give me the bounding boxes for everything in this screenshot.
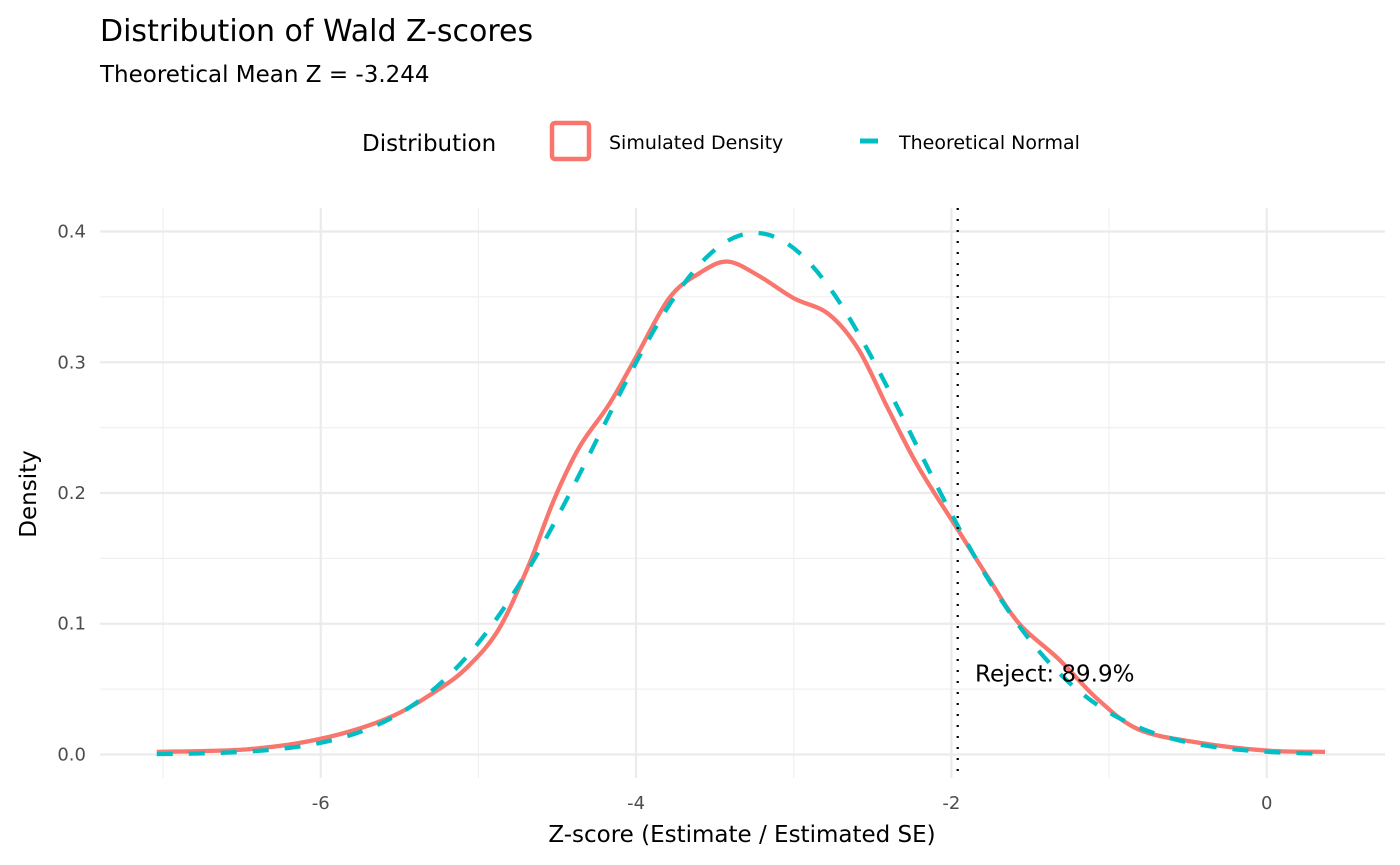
chart-title: Distribution of Wald Z-scores: [100, 14, 533, 49]
panel-grid: [100, 208, 1385, 778]
x-tick-label: 0: [1261, 793, 1272, 814]
y-axis-title: Density: [16, 450, 42, 537]
y-tick-label: 0.2: [57, 483, 86, 504]
chart-subtitle: Theoretical Mean Z = -3.244: [99, 62, 430, 88]
reject-annotation: Reject: 89.9%: [975, 661, 1134, 687]
series-simulated-density: [156, 259, 1326, 755]
legend-label-simulated: Simulated Density: [609, 132, 783, 154]
x-axis: -6 -4 -2 0: [312, 793, 1273, 814]
y-tick-label: 0.3: [57, 352, 86, 373]
chart-marks: [156, 208, 1326, 778]
x-axis-title: Z-score (Estimate / Estimated SE): [548, 822, 935, 848]
x-tick-label: -4: [627, 793, 645, 814]
legend-label-theoretical: Theoretical Normal: [898, 132, 1080, 154]
y-tick-label: 0.0: [57, 744, 86, 765]
x-tick-label: -6: [312, 793, 330, 814]
x-tick-label: -2: [942, 793, 960, 814]
y-tick-label: 0.1: [57, 614, 86, 635]
legend: Distribution Simulated Density Theoretic…: [362, 120, 1080, 162]
legend-key-simulated: [549, 120, 592, 162]
y-tick-label: 0.4: [57, 222, 86, 243]
y-axis: 0.0 0.1 0.2 0.3 0.4: [57, 222, 86, 766]
legend-title: Distribution: [362, 131, 496, 157]
series-theoretical-normal: [156, 230, 1326, 757]
